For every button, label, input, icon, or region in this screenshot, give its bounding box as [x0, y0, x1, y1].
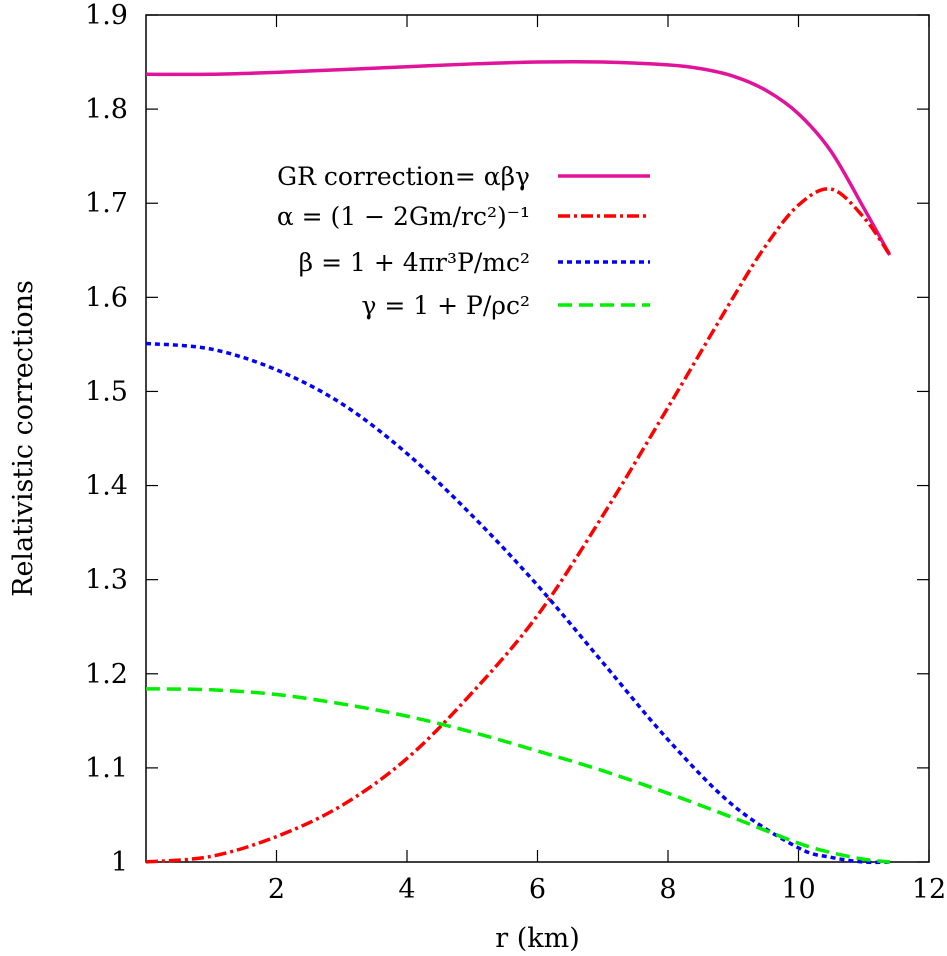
y-tick-label: 1.1: [85, 753, 128, 784]
y-axis-label: Relativistic corrections: [8, 280, 39, 597]
legend-label: γ = 1 + P/ρc²: [362, 291, 531, 320]
y-tick-label: 1.5: [85, 376, 128, 407]
x-tick-label: 8: [659, 874, 676, 905]
series-gamma-line: [145, 687, 891, 864]
legend-label: GR correction= αβγ: [277, 162, 530, 191]
x-tick-label: 2: [268, 874, 285, 905]
legend: GR correction= αβγ α = (1 − 2Gm/rc²)⁻¹ β =…: [277, 162, 650, 320]
plot-border: [145, 14, 930, 863]
legend-label: α = (1 − 2Gm/rc²)⁻¹: [277, 202, 530, 231]
axis-ticks: 2 4 6 8 10 12 1 1.1 1.2 1.3 1.4 1.5 1.6 1.7 1.8 1.9: [85, 0, 946, 905]
x-axis-label: r (km): [495, 923, 580, 954]
x-tick-label: 6: [529, 874, 546, 905]
series-lines: [145, 60, 892, 865]
y-tick-label: 1.2: [85, 659, 128, 690]
x-tick-label: 12: [912, 874, 946, 905]
y-tick-label: 1.7: [85, 188, 128, 219]
x-tick-label: 10: [781, 874, 815, 905]
x-tick-label: 4: [398, 874, 415, 905]
y-tick-label: 1.3: [85, 565, 128, 596]
y-tick-label: 1.4: [85, 471, 128, 502]
series-alpha-line: [145, 187, 892, 864]
plot-frame: [145, 14, 930, 863]
y-tick-label: 1.6: [85, 282, 128, 313]
y-tick-label: 1.9: [85, 0, 128, 31]
y-tick-label: 1: [111, 847, 128, 878]
series-gr-correction-line: [145, 60, 892, 256]
y-tick-label: 1.8: [85, 94, 128, 125]
series-beta-line: [145, 341, 890, 865]
legend-label: β = 1 + 4πr³P/mc²: [299, 248, 530, 277]
